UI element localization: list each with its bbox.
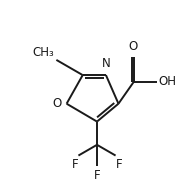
Text: N: N <box>102 57 110 70</box>
Text: F: F <box>94 169 100 182</box>
Text: F: F <box>116 158 122 171</box>
Text: O: O <box>128 40 138 54</box>
Text: F: F <box>72 158 78 171</box>
Text: O: O <box>52 97 61 110</box>
Text: CH₃: CH₃ <box>33 46 55 59</box>
Text: OH: OH <box>159 75 177 88</box>
